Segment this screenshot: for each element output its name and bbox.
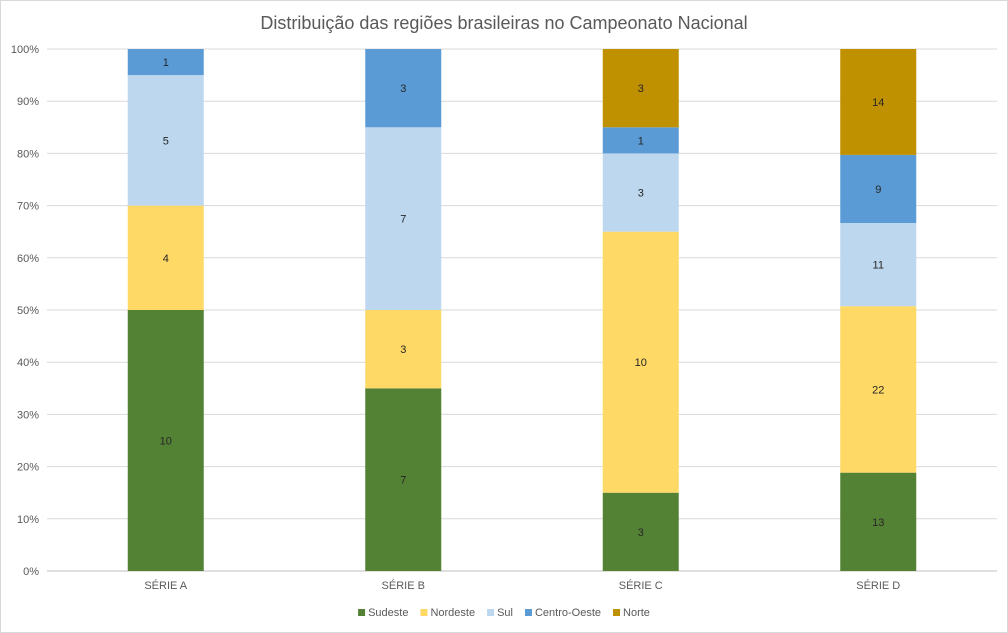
data-label: 10 bbox=[635, 357, 647, 369]
data-label: 13 bbox=[872, 517, 884, 529]
y-tick-label: 60% bbox=[17, 253, 39, 265]
x-tick-label: SÉRIE C bbox=[619, 579, 663, 592]
legend-item: Sudeste bbox=[358, 607, 408, 619]
y-tick-label: 70% bbox=[17, 201, 39, 213]
y-tick-label: 80% bbox=[17, 148, 39, 160]
data-label: 3 bbox=[400, 344, 406, 356]
bar-segment-sul bbox=[602, 153, 679, 232]
bar-segment-centro-oeste bbox=[602, 127, 679, 154]
bar-segment-sudeste bbox=[365, 388, 442, 571]
bar-segment-sudeste bbox=[840, 472, 917, 571]
chart-title: Distribuição das regiões brasileiras no … bbox=[260, 13, 747, 33]
legend-label: Nordeste bbox=[430, 607, 475, 619]
data-label: 7 bbox=[400, 214, 406, 226]
legend-label: Sul bbox=[497, 607, 513, 619]
y-tick-label: 10% bbox=[17, 514, 39, 526]
bar-segment-sul bbox=[127, 75, 204, 206]
data-label: 1 bbox=[638, 135, 644, 147]
bar-segment-sudeste bbox=[602, 492, 679, 571]
x-tick-label: SÉRIE A bbox=[144, 579, 187, 592]
y-tick-label: 30% bbox=[17, 409, 39, 421]
legend-label: Centro-Oeste bbox=[535, 607, 601, 619]
data-label: 7 bbox=[400, 475, 406, 487]
y-tick-label: 0% bbox=[23, 566, 39, 578]
data-label: 9 bbox=[875, 184, 881, 196]
bar-segment-nordeste bbox=[602, 231, 679, 493]
bar-segment-nordeste bbox=[127, 205, 204, 310]
data-label: 14 bbox=[872, 97, 884, 109]
legend-item: Sul bbox=[487, 607, 513, 619]
legend-swatch bbox=[358, 609, 366, 616]
data-label: 10 bbox=[160, 436, 172, 448]
legend-label: Norte bbox=[623, 607, 650, 619]
legend-swatch bbox=[487, 609, 495, 616]
y-tick-label: 90% bbox=[17, 96, 39, 108]
x-tick-label: SÉRIE B bbox=[382, 579, 425, 592]
data-label: 3 bbox=[638, 188, 644, 200]
bar-segment-norte bbox=[840, 49, 917, 155]
bar-segment-sul bbox=[365, 127, 442, 310]
legend: Sudeste Nordeste Sul Centro-Oeste Norte bbox=[358, 607, 650, 619]
legend-item: Centro-Oeste bbox=[524, 607, 601, 619]
bar-segment-centro-oeste bbox=[127, 49, 204, 76]
y-tick-label: 20% bbox=[17, 462, 39, 474]
data-label: 3 bbox=[400, 83, 406, 95]
bar-segment-sudeste bbox=[127, 310, 204, 571]
y-tick-label: 50% bbox=[17, 305, 39, 317]
bar-segment-nordeste bbox=[840, 306, 917, 473]
bar-segment-centro-oeste bbox=[840, 154, 917, 223]
legend-swatch bbox=[613, 609, 621, 616]
data-label: 1 bbox=[163, 57, 169, 69]
y-axis: 0% 10% 20% 30% 40% 50% 60% 70% 80% 90% 100% bbox=[11, 44, 39, 578]
gridlines bbox=[47, 48, 997, 572]
bar-segment-nordeste bbox=[365, 310, 442, 389]
y-tick-label: 100% bbox=[11, 44, 39, 56]
bar-segment-centro-oeste bbox=[365, 49, 442, 128]
data-label: 11 bbox=[873, 260, 884, 272]
legend-swatch bbox=[420, 609, 428, 616]
data-label: 3 bbox=[638, 527, 644, 539]
data-label: 5 bbox=[163, 135, 169, 147]
legend-label: Sudeste bbox=[368, 607, 408, 619]
data-label: 3 bbox=[638, 83, 644, 95]
x-tick-label: SÉRIE D bbox=[856, 579, 900, 592]
x-axis: SÉRIE A SÉRIE B SÉRIE C SÉRIE D bbox=[144, 579, 900, 592]
bar-segment-norte bbox=[602, 49, 679, 128]
legend-item: Norte bbox=[613, 607, 650, 619]
legend-item: Nordeste bbox=[420, 607, 475, 619]
y-tick-label: 40% bbox=[17, 357, 39, 369]
data-label: 4 bbox=[163, 253, 169, 265]
bar-segment-sul bbox=[840, 223, 917, 307]
legend-swatch bbox=[524, 609, 532, 616]
data-label: 22 bbox=[872, 384, 884, 396]
